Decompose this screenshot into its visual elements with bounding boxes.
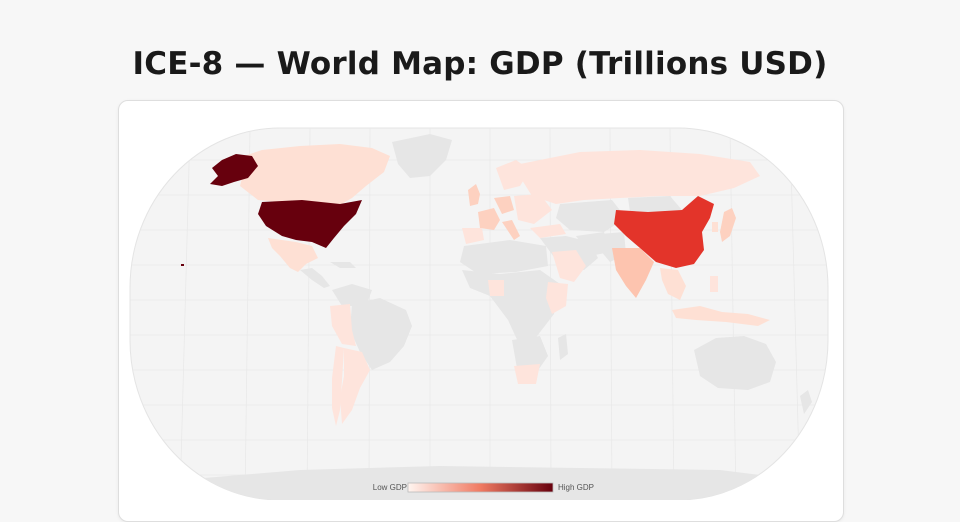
country-united-kingdom[interactable] [468,184,480,206]
country-india[interactable] [612,248,654,298]
country-canada[interactable] [232,144,390,206]
page-title: ICE-8 — World Map: GDP (Trillions USD) [132,46,828,82]
country-china[interactable] [614,196,714,268]
country-japan[interactable] [720,208,736,242]
country-france[interactable] [478,208,500,230]
legend-color-bar [407,482,554,493]
country-greenland[interactable] [392,134,452,178]
country-south-korea[interactable] [712,222,718,232]
country-germany[interactable] [494,196,514,214]
country-peru-bolivia[interactable] [330,304,356,346]
region-central-asia[interactable] [556,200,626,232]
country-nigeria[interactable] [488,280,504,296]
country-australia[interactable] [694,336,776,390]
country-philippines[interactable] [710,276,718,292]
legend-high-label: High GDP [558,483,594,492]
country-italy[interactable] [502,220,520,240]
country-colombia-venezuela[interactable] [332,284,372,306]
country-usa[interactable] [258,200,362,248]
region-east-africa[interactable] [546,282,568,314]
country-russia[interactable] [520,150,760,204]
region-central-america[interactable] [300,268,330,288]
region-caribbean[interactable] [330,262,356,268]
country-brazil[interactable] [350,298,412,370]
country-argentina[interactable] [340,348,370,424]
country-usa-alaska[interactable] [210,154,258,186]
region-west-central-africa[interactable] [462,270,560,346]
country-turkey[interactable] [530,224,566,238]
region-eastern-europe[interactable] [514,194,552,224]
country-mongolia[interactable] [628,196,682,214]
region-southeast-asia[interactable] [660,268,686,300]
country-saudi-arabia[interactable] [552,250,586,282]
world-map[interactable]: Low GDP High GDP [0,0,960,500]
country-indonesia[interactable] [672,306,770,326]
legend-low-label: Low GDP [373,483,407,492]
country-south-africa[interactable] [514,364,540,384]
region-north-africa[interactable] [460,240,548,274]
country-spain[interactable] [462,228,484,244]
country-madagascar[interactable] [558,334,568,360]
country-chile[interactable] [332,346,344,426]
country-new-zealand[interactable] [800,390,812,414]
country-mexico[interactable] [268,238,318,272]
country-usa-hawaii[interactable] [181,264,184,266]
